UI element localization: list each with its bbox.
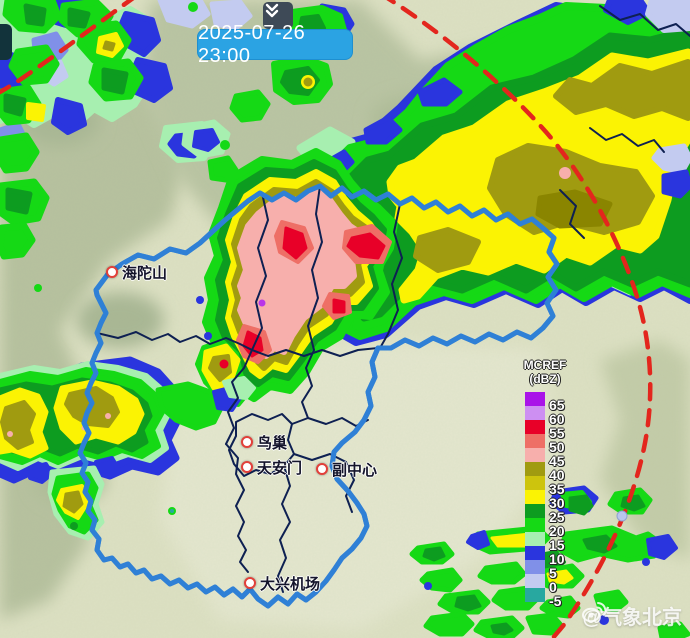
legend-color-block — [525, 406, 545, 420]
district-boundaries — [96, 5, 690, 593]
legend-color-block — [525, 588, 545, 602]
collapse-button[interactable] — [263, 2, 293, 29]
place-marker-icon — [241, 461, 253, 473]
corner-ui-fragment[interactable] — [0, 24, 12, 60]
legend-color-block — [525, 434, 545, 448]
legend-tick-label: 50 — [549, 439, 565, 455]
watermark-text: @气象北京 — [582, 607, 682, 629]
legend-color-block — [525, 420, 545, 434]
place-label: 鸟巢 — [257, 435, 288, 452]
legend-title: MCREF — [523, 358, 567, 372]
legend-color-block — [525, 490, 545, 504]
legend-tick-label: 10 — [549, 551, 565, 567]
place-marker-icon — [316, 463, 328, 475]
legend-tick-label: 40 — [549, 467, 565, 483]
legend-tick-label: 35 — [549, 481, 565, 497]
legend-color-block — [525, 560, 545, 574]
place-label: 大兴机场 — [260, 576, 321, 593]
legend-color-block — [525, 476, 545, 490]
radar-range-ring — [0, 0, 653, 638]
legend-tick-label: 55 — [549, 425, 565, 441]
legend-tick-label: 0 — [549, 579, 557, 595]
legend-tick-label: 25 — [549, 509, 565, 525]
legend-tick-label: 65 — [549, 397, 565, 413]
legend-tick-label: 5 — [549, 565, 557, 581]
legend-tick-label: 15 — [549, 537, 565, 553]
place-label: 副中心 — [332, 462, 378, 479]
legend-color-block — [525, 518, 545, 532]
legend-color-block — [525, 574, 545, 588]
place-marker-icon — [244, 577, 256, 589]
legend-color-block — [525, 504, 545, 518]
legend-color-block — [525, 546, 545, 560]
place-marker-icon — [106, 266, 118, 278]
ring-point-marker — [616, 510, 628, 522]
legend-color-block — [525, 462, 545, 476]
legend-unit: (dBZ) — [529, 372, 561, 386]
place-label: 天安门 — [257, 460, 303, 477]
legend-tick-label: -5 — [549, 593, 562, 609]
timestamp-pill[interactable]: 2025-07-26 23:00 — [197, 22, 353, 67]
legend-color-block — [525, 392, 545, 406]
double-chevron-down-icon — [265, 3, 279, 18]
place-label: 海陀山 — [122, 265, 168, 282]
watermark: @气象北京 — [582, 601, 682, 630]
weibo-icon — [582, 602, 607, 623]
reflectivity-legend: MCREF (dBZ) 65 60 55 50 45 40 35 30 25 20 15 10 5 0 -5 — [522, 356, 592, 616]
legend-tick-label: 30 — [549, 495, 565, 511]
legend-tick-label: 20 — [549, 523, 565, 539]
legend-tick-label: 60 — [549, 411, 565, 427]
place-marker-icon — [241, 436, 253, 448]
municipal-boundary — [77, 183, 560, 609]
legend-tick-label: 45 — [549, 453, 565, 469]
legend-color-block — [525, 532, 545, 546]
timestamp-text: 2025-07-26 23:00 — [198, 21, 306, 67]
legend-color-block — [525, 448, 545, 462]
